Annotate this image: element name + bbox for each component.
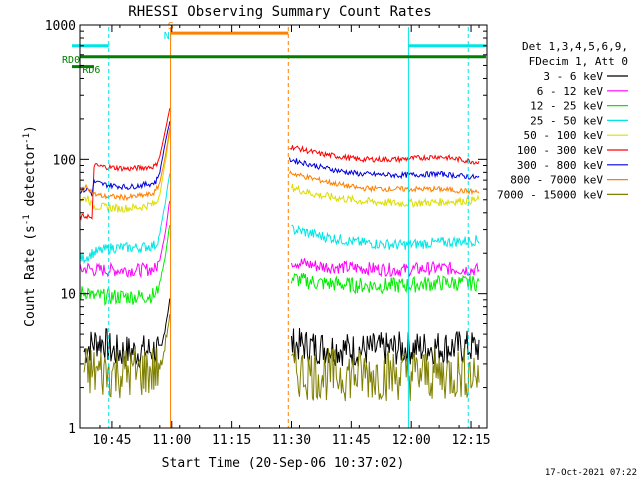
legend-label: 7000 - 15000 keV xyxy=(497,188,603,201)
series-12-25kev-segment-1 xyxy=(80,225,171,307)
series-100-300kev-segment-2 xyxy=(289,144,480,166)
legend-label: 100 - 300 keV xyxy=(517,144,603,157)
legend-label: 25 - 50 keV xyxy=(530,114,603,127)
y-tick-label: 10 xyxy=(60,288,76,303)
series-12-25kev-segment-2 xyxy=(291,273,480,295)
x-tick-label: 11:00 xyxy=(152,433,191,448)
y-tick-label: 1000 xyxy=(45,19,76,34)
series-6-12kev-segment-2 xyxy=(291,258,480,278)
x-tick-label: 12:15 xyxy=(451,433,490,448)
x-axis-label: Start Time (20-Sep-06 10:37:02) xyxy=(162,456,405,471)
series-800-7000kev-segment-1 xyxy=(80,128,171,202)
series-50-100kev-segment-1 xyxy=(80,131,171,213)
series-800-7000kev-segment-2 xyxy=(289,170,480,196)
legend-label: 50 - 100 keV xyxy=(524,129,604,142)
y-tick-label: 100 xyxy=(53,153,76,168)
chart-title: RHESSI Observing Summary Count Rates xyxy=(128,4,431,20)
series-25-50kev-segment-2 xyxy=(291,224,480,250)
time-markers xyxy=(79,27,469,428)
legend-label: 300 - 800 keV xyxy=(517,159,603,172)
legend-label: 800 - 7000 keV xyxy=(510,174,603,187)
series-7000-15000kev-segment-2 xyxy=(291,346,480,402)
axes: 10:45 11:00 11:15 11:30 11:45 12:00 12:15 1 10 10… xyxy=(45,19,491,448)
series-3-6kev-segment-2 xyxy=(291,327,480,367)
y-axis-label-main: Count Rate (s xyxy=(23,225,38,327)
series-50-100kev-segment-2 xyxy=(291,183,480,208)
y-tick-label: 1 xyxy=(68,422,76,437)
flag-label-rd0: RD0 xyxy=(62,55,80,66)
legend-header-line-2: FDecim 1, Att 0 xyxy=(529,55,628,68)
x-tick-label: 11:30 xyxy=(272,433,311,448)
series-layer xyxy=(80,108,480,402)
flag-label-s: S xyxy=(168,21,174,32)
flag-label-n: N xyxy=(164,31,170,42)
x-tick-label: 11:45 xyxy=(332,433,371,448)
legend-label: 3 - 6 keV xyxy=(543,70,603,83)
series-6-12kev-segment-1 xyxy=(80,200,171,279)
y-axis-label-exp1: -1 xyxy=(22,214,32,225)
flag-label-rd6: RD6 xyxy=(82,65,100,76)
y-axis-label-exp2: -1 xyxy=(22,133,32,144)
plot-frame xyxy=(79,24,488,429)
series-3-6kev-segment-1 xyxy=(83,298,171,369)
y-axis-label-end: ) xyxy=(23,125,38,133)
timestamp: 17-Oct-2021 07:22 xyxy=(545,468,637,478)
legend-header-line-1: Det 1,3,4,5,6,9, xyxy=(522,40,628,53)
legend: Det 1,3,4,5,6,9, FDecim 1, Att 0 3 - 6 k… xyxy=(497,40,628,201)
series-300-800kev-segment-1 xyxy=(80,121,171,197)
x-tick-label: 11:15 xyxy=(212,433,251,448)
x-tick-label: 12:00 xyxy=(392,433,431,448)
series-25-50kev-segment-1 xyxy=(80,173,171,265)
x-tick-label: 10:45 xyxy=(92,433,131,448)
series-100-300kev-segment-1 xyxy=(80,108,171,221)
series-300-800kev-segment-2 xyxy=(289,157,480,180)
series-7000-15000kev-segment-1 xyxy=(83,314,171,399)
y-axis-label-mid: detector xyxy=(23,144,38,215)
y-axis-label: Count Rate (s-1 detector-1) xyxy=(22,125,38,327)
legend-label: 6 - 12 keV xyxy=(537,85,604,98)
legend-label: 12 - 25 keV xyxy=(530,100,603,113)
